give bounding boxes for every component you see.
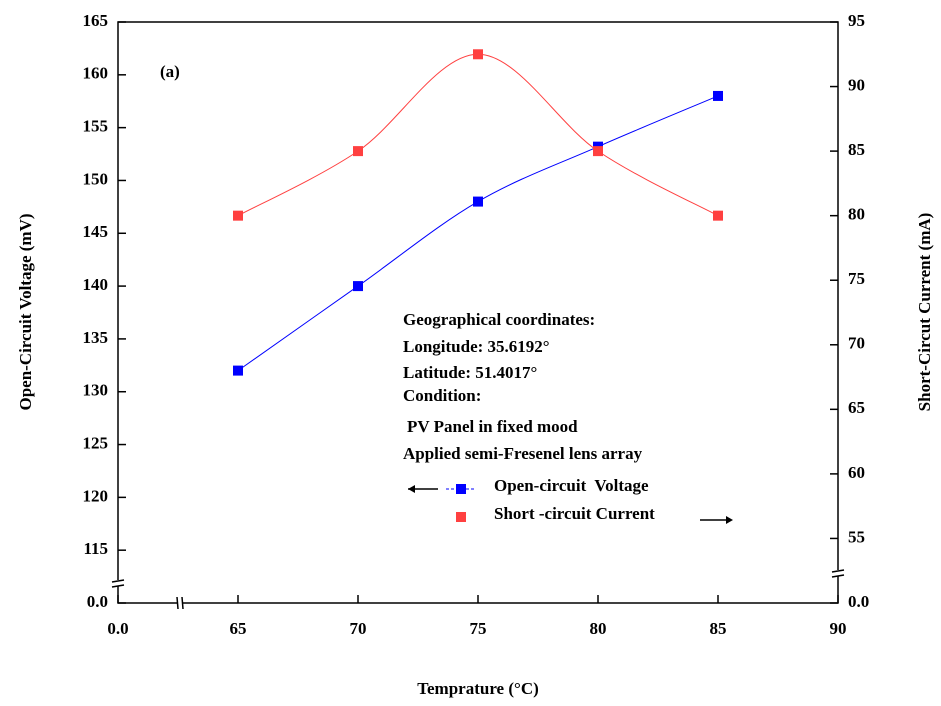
point: [713, 210, 723, 221]
annotation: Condition:: [403, 386, 481, 405]
y2-tick-label: 55: [848, 527, 865, 546]
y-tick-label: 135: [83, 328, 109, 347]
annotation: PV Panel in fixed mood: [407, 417, 578, 436]
legend-marker: [456, 512, 466, 522]
annotation: Latitude: 51.4017°: [403, 363, 537, 382]
x-tick-label: 70: [350, 619, 367, 638]
y-tick-label: 155: [83, 117, 109, 136]
x-tick-label: 80: [590, 619, 607, 638]
y-tick-label: 0.0: [87, 592, 108, 611]
arrow-head: [408, 485, 415, 493]
x-tick-label: 85: [710, 619, 727, 638]
y-tick-label: 125: [83, 433, 109, 452]
y2-tick-label: 70: [848, 334, 865, 353]
y-tick-label: 120: [83, 486, 109, 505]
x-tick-label: 65: [230, 619, 247, 638]
point: [353, 146, 363, 157]
point: [713, 90, 723, 101]
y2-tick-label: 60: [848, 463, 865, 482]
x-tick-label: 75: [470, 619, 487, 638]
point: [473, 49, 483, 60]
point: [233, 365, 243, 376]
point: [353, 281, 363, 292]
legend-marker: [456, 484, 466, 494]
y2-tick-label: 95: [848, 11, 865, 30]
y2-tick-label: 65: [848, 398, 865, 417]
y-tick-label: 130: [83, 381, 109, 400]
series-line: [237, 53, 719, 217]
y2-tick-label: 90: [848, 75, 865, 94]
y2-tick-label: 80: [848, 205, 865, 224]
y-tick-label: 165: [83, 11, 109, 30]
x-axis-label: Temprature (°C): [417, 679, 539, 698]
y2-tick-label: 0.0: [848, 592, 869, 611]
y-tick-label: 150: [83, 169, 109, 188]
legend-label: Open-circuit Voltage: [494, 476, 649, 495]
y2-tick-label: 75: [848, 269, 865, 288]
annotation: Longitude: 35.6192°: [403, 337, 550, 356]
panel-label: (a): [160, 62, 180, 81]
x-tick-label: 0.0: [107, 619, 128, 638]
y-tick-label: 115: [83, 539, 108, 558]
y-tick-label: 140: [83, 275, 109, 294]
arrow-head: [726, 516, 733, 524]
annotation: Geographical coordinates:: [403, 310, 595, 329]
point: [233, 210, 243, 221]
legend: [408, 485, 733, 524]
point: [593, 146, 603, 157]
y-tick-label: 160: [83, 64, 109, 83]
x-tick-label: 90: [830, 619, 847, 638]
annotation: Applied semi-Fresenel lens array: [403, 444, 643, 463]
y2-axis-label: Short-Circut Current (mA): [915, 213, 934, 412]
y2-tick-label: 85: [848, 140, 865, 159]
y-tick-label: 145: [83, 222, 109, 241]
point: [473, 196, 483, 207]
series-line: [237, 95, 719, 372]
axis-breaks: [110, 569, 846, 610]
legend-label: Short -circuit Current: [494, 504, 655, 523]
y-axis-label: Open-Circuit Voltage (mV): [16, 213, 35, 410]
